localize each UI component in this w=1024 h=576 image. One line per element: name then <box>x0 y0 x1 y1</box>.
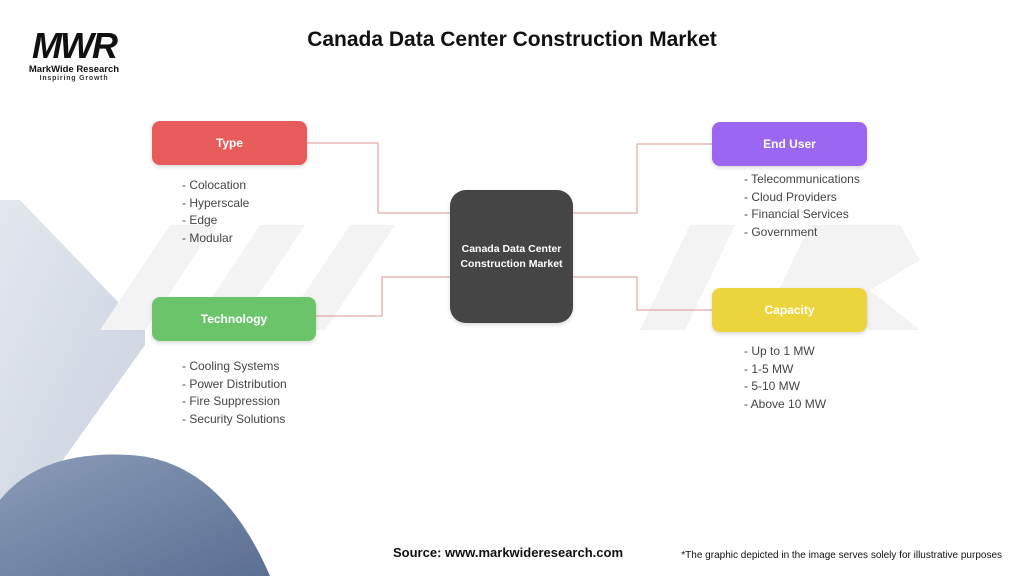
list-item: - Up to 1 MW <box>744 344 815 358</box>
list-item: - Power Distribution <box>182 376 287 391</box>
list-item: - Fire Suppression <box>182 394 281 408</box>
list-item: - Hyperscale <box>182 195 250 210</box>
connector-technology <box>316 276 450 317</box>
decorative-shape <box>0 200 145 520</box>
decorative-shape <box>0 454 270 576</box>
logo-tagline: Inspiring Growth <box>39 75 109 82</box>
source-text: Source: www.markwideresearch.com <box>393 545 624 560</box>
list-item: - Security Solutions <box>182 411 286 426</box>
technology-list: - Cooling Systems - Power Distribution -… <box>182 358 287 428</box>
node-end-user: End User <box>712 122 867 166</box>
capacity-list: - Up to 1 MW - 1-5 MW - 5-10 MW - Above … <box>744 343 826 413</box>
list-item: - Financial Services <box>744 207 849 221</box>
list-item: - 1-5 MW <box>744 361 794 376</box>
type-list: - Colocation - Hyperscale - Edge - Modul… <box>182 177 249 247</box>
node-capacity: Capacity <box>712 288 867 332</box>
connector-capacity <box>573 276 712 311</box>
list-item: - Edge <box>182 213 218 227</box>
page-title: Canada Data Center Construction Market <box>307 28 717 51</box>
logo-mark: MWR <box>32 25 118 66</box>
logo: MWR MarkWide Research Inspiring Growth <box>22 25 126 83</box>
node-type: Type <box>152 121 307 165</box>
list-item: - Cooling Systems <box>182 359 280 373</box>
connector-type <box>307 142 450 214</box>
list-item: - Cloud Providers <box>744 189 837 204</box>
list-item: - Above 10 MW <box>744 396 827 411</box>
connector-end-user <box>573 143 712 214</box>
list-item: - Government <box>744 224 818 239</box>
list-item: - Telecommunications <box>744 172 860 186</box>
center-node: Canada Data Center Construction Market <box>450 190 573 323</box>
disclaimer-text: *The graphic depicted in the image serve… <box>681 550 1002 561</box>
logo-name: MarkWide Research <box>28 64 120 75</box>
list-item: - Modular <box>182 230 233 245</box>
list-item: - 5-10 MW <box>744 379 801 393</box>
node-technology: Technology <box>152 297 316 341</box>
list-item: - Colocation <box>182 178 247 192</box>
end-user-list: - Telecommunications - Cloud Providers -… <box>744 171 860 241</box>
